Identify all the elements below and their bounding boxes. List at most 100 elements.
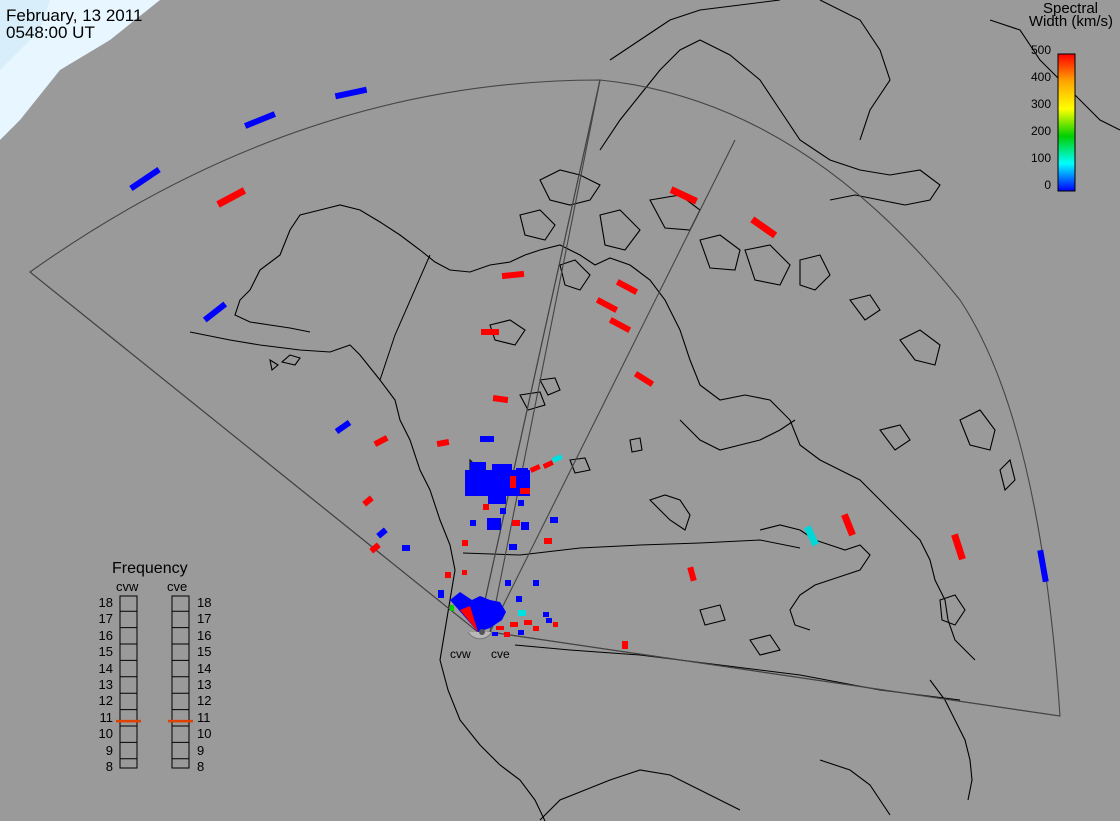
scatter-patch: [492, 464, 512, 472]
frequency-scale-label: 10: [98, 726, 113, 742]
scatter-bin: [622, 641, 628, 649]
frequency-scale-label: 15: [197, 644, 212, 660]
frequency-scale-label: 17: [98, 611, 113, 627]
scatter-bin: [687, 566, 697, 582]
scatter-patch: [462, 570, 467, 575]
date-label: February, 13 2011: [6, 6, 143, 25]
scatter-bin: [516, 596, 522, 602]
scatter-bin: [450, 605, 454, 611]
scatter-bin: [804, 525, 819, 547]
scatter-bin: [505, 580, 511, 586]
scatter-patch: [516, 468, 528, 474]
frequency-scale-label: 16: [197, 627, 212, 643]
scatter-patch: [510, 476, 516, 488]
scatter-patch: [512, 520, 520, 526]
scatter-bin: [615, 279, 639, 295]
scatter-patch: [518, 500, 524, 506]
scatter-bin: [533, 626, 539, 631]
scatter-patch: [550, 517, 558, 523]
frequency-scale-label: 10: [197, 726, 212, 742]
frequency-radar-label: cvw: [116, 579, 139, 594]
scatter-bin: [402, 545, 410, 551]
colorbar-unit: Width (km/s): [1028, 13, 1113, 30]
scatter-bin: [510, 622, 518, 627]
time-label: 0548:00 UT: [6, 23, 95, 42]
scatter-bin: [369, 542, 381, 554]
scatter-bin: [216, 187, 247, 208]
scatter-bin: [496, 626, 504, 630]
frequency-ticks: [120, 610, 189, 760]
scatter-bin: [376, 527, 388, 539]
frequency-scale-label: 14: [98, 660, 113, 676]
colorbar-tick: 100: [1030, 151, 1051, 165]
scatter-bin: [334, 419, 352, 435]
scatter-bin: [492, 395, 509, 404]
scatter-bin: [492, 632, 498, 636]
frequency-scale-label: 11: [197, 709, 211, 725]
frequency-scale-label: 11: [99, 709, 114, 725]
frequency-scale-label: 13: [197, 677, 212, 692]
scatter-bin: [633, 371, 655, 387]
scatter-bin: [436, 439, 450, 447]
freq-bar-cvw: [119, 595, 138, 769]
frequency-scale-label: 15: [98, 644, 113, 660]
frequency-scale-label: 8: [105, 759, 113, 774]
scatter-fan: [450, 592, 506, 632]
scatter-bin: [518, 610, 526, 616]
colorbar-gradient: [1057, 53, 1076, 192]
scatter-bin: [504, 632, 510, 637]
scatter-bin: [129, 167, 161, 191]
frequency-title: Frequency: [112, 560, 188, 577]
scatter-bin: [543, 612, 549, 617]
colorbar-tick: 500: [1030, 43, 1051, 57]
scatter-bin: [202, 301, 228, 323]
frequency-scale-label: 9: [105, 742, 113, 758]
scatter-bin: [546, 618, 552, 623]
scatter-patch: [509, 544, 517, 550]
frequency-radar-label: cve: [167, 579, 188, 594]
scatter-bin: [373, 435, 389, 447]
scatter-patch: [542, 460, 554, 469]
frequency-scale-label: 14: [197, 660, 212, 676]
scatter-bin: [1037, 549, 1049, 583]
scatter-bin: [501, 270, 525, 280]
frequency-scale-label: 12: [197, 693, 212, 709]
scatter-bins: [129, 86, 1049, 649]
scatter-bin: [669, 186, 698, 205]
colorbar-title: Spectral: [1042, 0, 1098, 17]
scatter-bin: [244, 111, 276, 129]
scatter-patch: [470, 462, 486, 472]
scatter-patch: [483, 504, 489, 510]
colorbar-tick: 0: [1044, 178, 1051, 192]
scatter-bin: [481, 329, 499, 335]
scatter-patch: [551, 454, 563, 463]
frequency-scale-label: 12: [98, 693, 113, 709]
radar-site-label-east: cve: [491, 647, 510, 661]
colorbar-tick: 300: [1030, 97, 1051, 111]
scatter-patch: [470, 520, 476, 526]
fov-outline: [29, 79, 1061, 717]
scatter-bin: [595, 297, 619, 313]
scatter-bin: [841, 513, 856, 537]
scatter-patch: [500, 508, 506, 514]
radar-site: [467, 629, 493, 640]
ice-region: [0, 0, 160, 140]
scatter-patch: [488, 496, 506, 504]
frequency-scale-label: 18: [98, 595, 113, 610]
ice-region-shade: [0, 0, 50, 70]
scatter-patch: [487, 518, 501, 530]
scatter-bin: [750, 216, 778, 239]
frequency-scale-label: 17: [197, 611, 212, 627]
freq-bar-cve: [171, 595, 190, 769]
scatter-bin: [480, 436, 494, 442]
frequency-bars: [119, 595, 190, 769]
scatter-bin: [524, 620, 532, 625]
radar-site-label-west: cvw: [450, 647, 471, 661]
scatter-patch: [462, 540, 468, 546]
scatter-patch: [529, 464, 541, 473]
scatter-bin: [553, 622, 558, 627]
scatter-patch: [521, 522, 529, 530]
scatter-bin: [445, 572, 451, 578]
scatter-patch: [520, 488, 530, 494]
